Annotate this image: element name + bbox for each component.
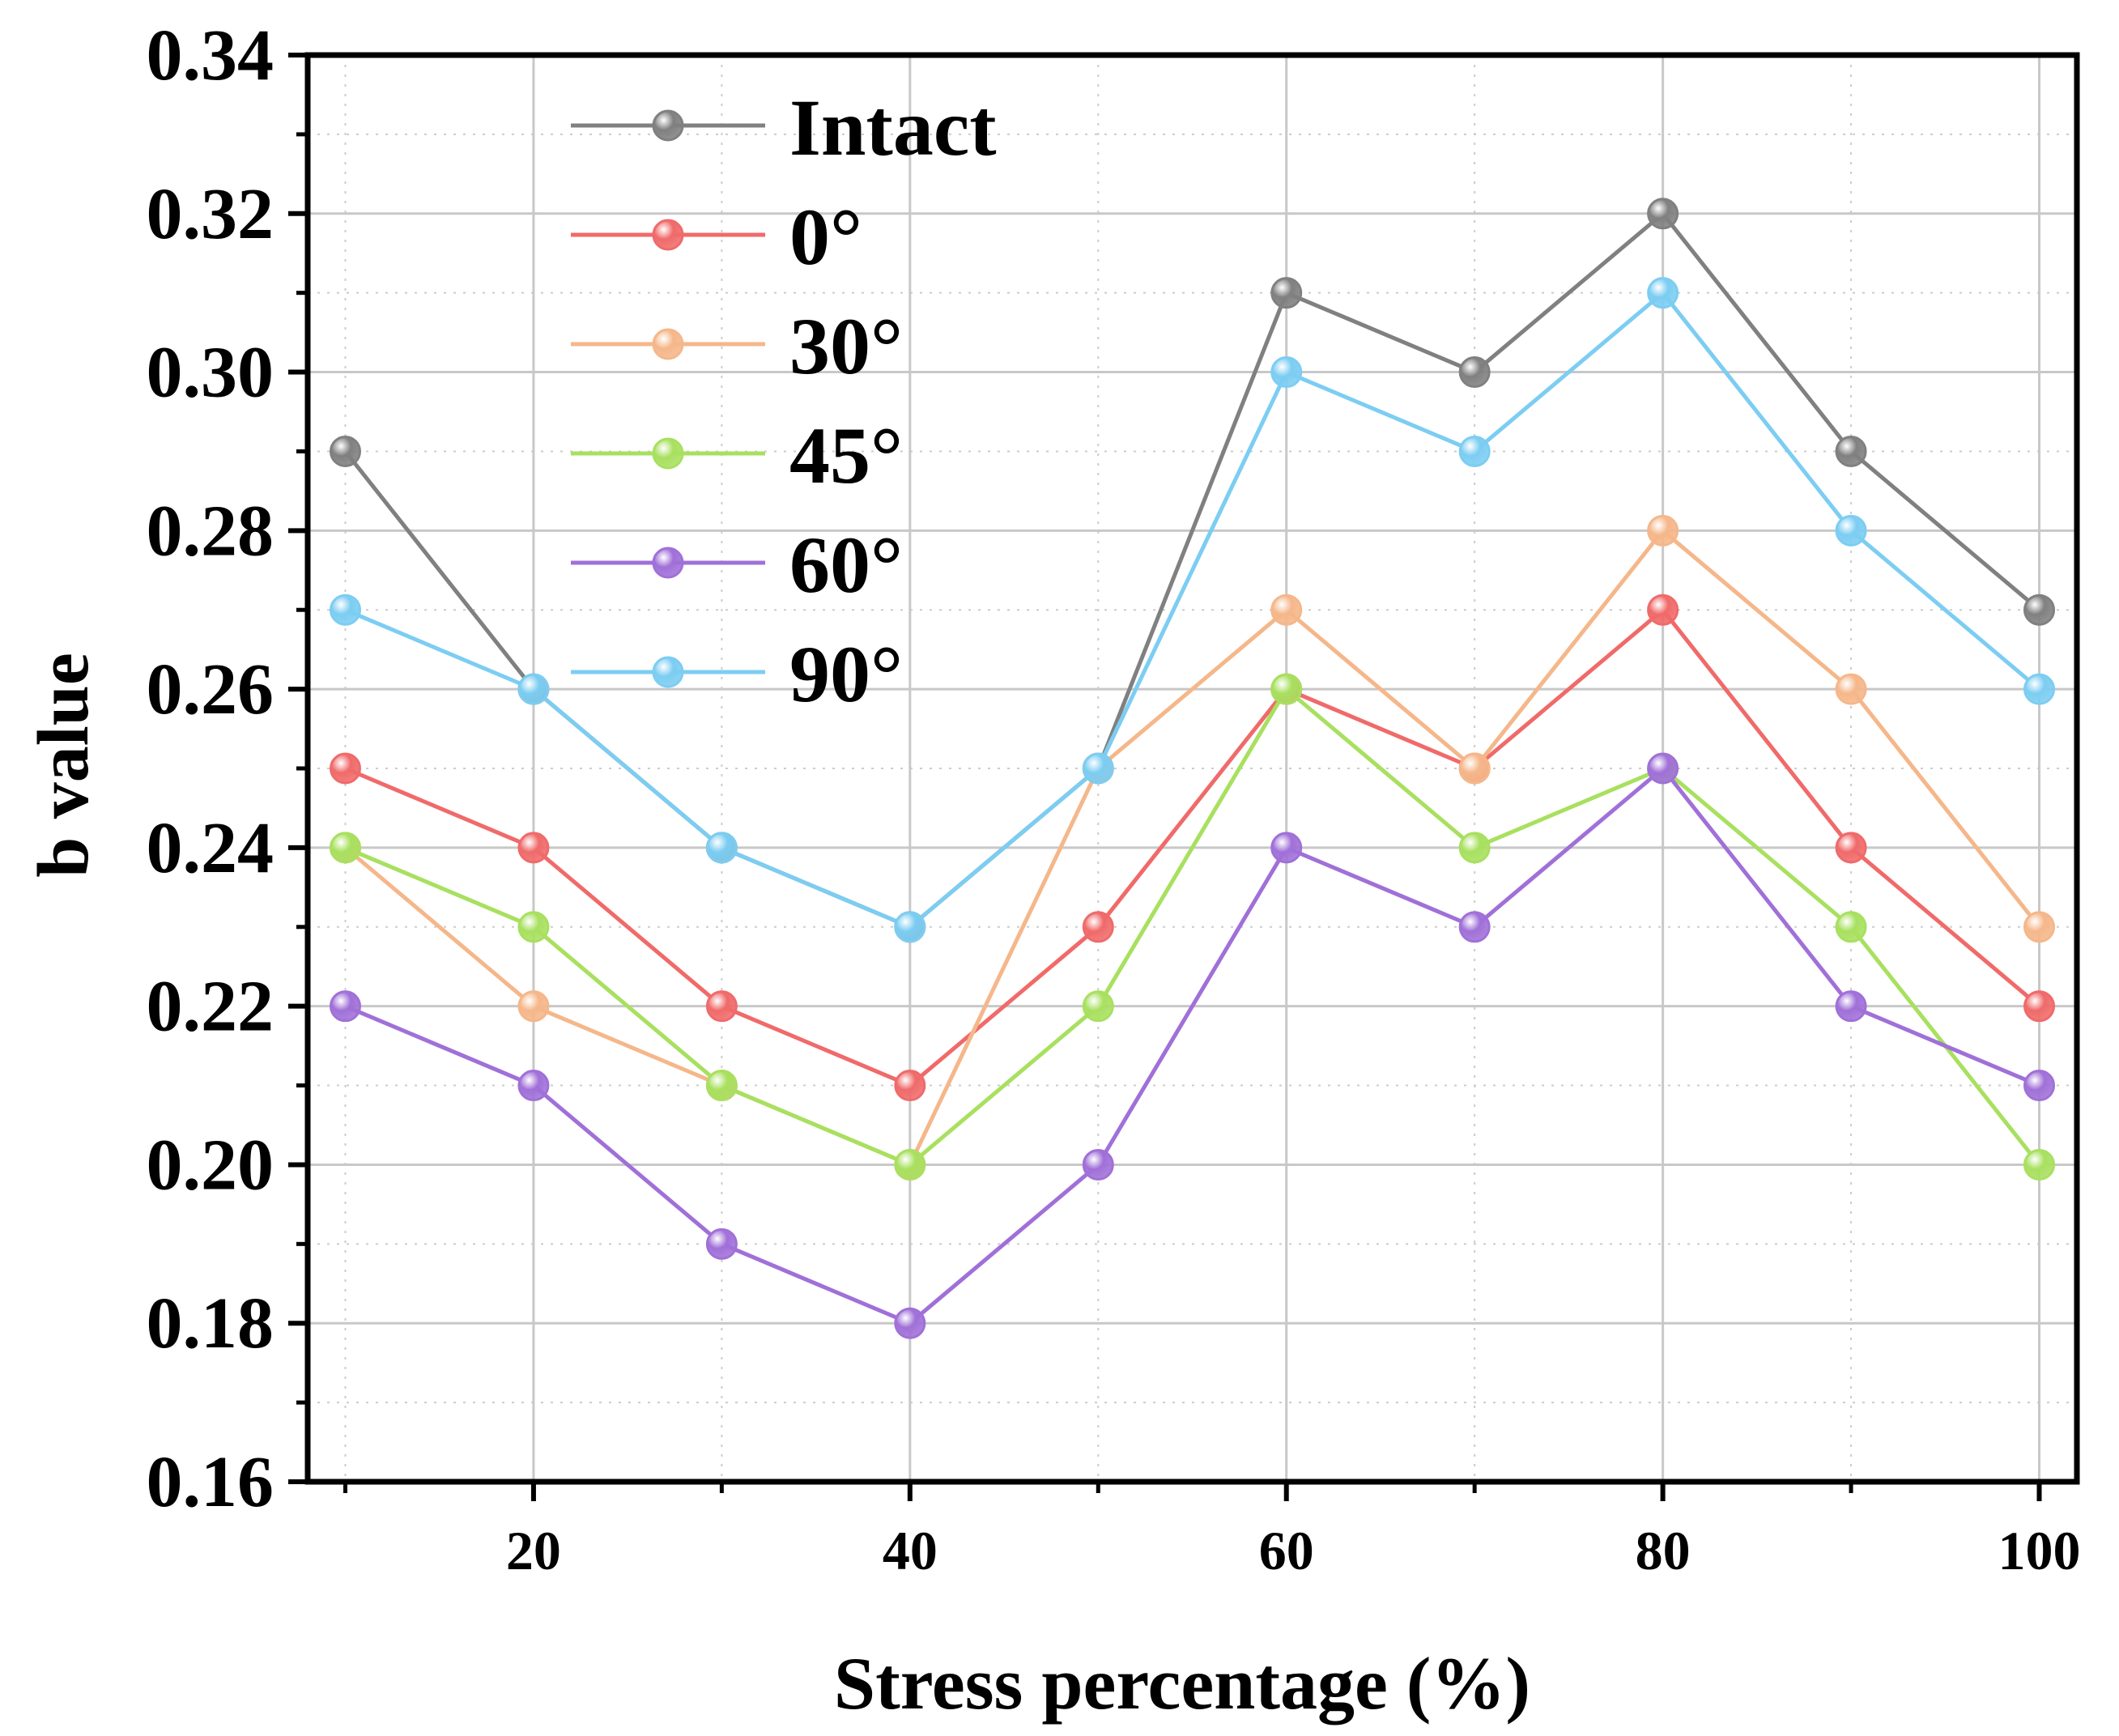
legend-item-1-label: Intact: [789, 83, 997, 172]
series-6-point: [329, 594, 361, 626]
x-tick-label: 40: [883, 1520, 938, 1581]
series-5-point: [517, 1070, 550, 1102]
y-tick-label: 0.34: [147, 15, 274, 96]
series-6-point: [1835, 514, 1867, 547]
x-axis-title: Stress percentage (%): [834, 1642, 1530, 1725]
series-4-point: [1458, 832, 1491, 864]
legend-item-6-label: 90°: [789, 629, 903, 719]
series-3-point: [2023, 911, 2056, 943]
series-2-point: [1647, 594, 1679, 626]
series-1-point: [2023, 594, 2056, 626]
series-6-point: [1647, 277, 1679, 309]
series-5-point: [1270, 832, 1303, 864]
series-3-point: [1647, 514, 1679, 547]
series-4-point: [1270, 673, 1303, 705]
series-1-point: [1647, 198, 1679, 230]
x-tick-label: 60: [1259, 1520, 1314, 1581]
series-4-point: [329, 832, 361, 864]
axes: 0.16 0.18 0.20 0.22 0.24 0.26 0.28 0.30 0.32 0.34…: [147, 15, 2081, 1581]
series-2-point: [329, 752, 361, 785]
y-tick-label: 0.32: [147, 174, 274, 254]
series-4-point: [705, 1070, 738, 1102]
y-tick-label: 0.20: [147, 1125, 274, 1205]
series-2-line: [344, 607, 2041, 1088]
series-2-point: [517, 832, 550, 864]
legend-item-2-marker: [652, 219, 684, 251]
series-3-line: [343, 528, 2041, 1167]
series-6-point: [894, 911, 926, 943]
legend-item-5-label: 60°: [789, 520, 903, 610]
series-4-point: [517, 911, 550, 943]
series-1-point: [1270, 277, 1303, 309]
series-3-point: [517, 990, 550, 1023]
grid: [308, 55, 2077, 1482]
series-6-line: [344, 291, 2041, 930]
series-1-point: [1458, 356, 1491, 389]
series-6-point: [1270, 356, 1303, 389]
y-tick-label: 0.28: [147, 491, 274, 571]
x-tick-label: 100: [1998, 1520, 2081, 1581]
series-5-point: [2023, 1070, 2056, 1102]
legend-item-2-label: 0°: [789, 192, 862, 282]
series-1-point: [329, 435, 361, 467]
series-6-point: [1458, 435, 1491, 467]
y-tick-label: 0.26: [147, 649, 274, 730]
series-5-point: [1082, 1148, 1114, 1181]
series-layer: [329, 198, 2056, 1339]
y-axis-title: b value: [23, 653, 104, 878]
series-6-point: [705, 832, 738, 864]
y-tick-label: 0.18: [147, 1283, 274, 1364]
series-6-point: [517, 673, 550, 705]
series-4-line: [344, 687, 2041, 1167]
legend-item-4-label: 45°: [789, 411, 903, 500]
series-3-point: [1458, 752, 1491, 785]
series-2-point: [705, 990, 738, 1023]
legend-item-1-marker: [652, 109, 684, 142]
x-tick-label: 20: [506, 1520, 561, 1581]
legend-item-4-marker: [652, 437, 684, 470]
legend: Intact 0° 30° 45° 60° 90°: [571, 83, 997, 719]
series-4-point: [2023, 1148, 2056, 1181]
y-tick-label: 0.16: [147, 1442, 274, 1522]
series-1-point: [1835, 435, 1867, 467]
series-2-point: [1082, 911, 1114, 943]
y-tick-label: 0.22: [147, 967, 274, 1047]
series-5-point: [1647, 752, 1679, 785]
series-5-point: [1835, 990, 1867, 1023]
x-tick-label: 80: [1636, 1520, 1691, 1581]
series-6-point: [2023, 673, 2056, 705]
series-5-point: [705, 1228, 738, 1260]
series-2-point: [1835, 832, 1867, 864]
series-3-point: [1835, 673, 1867, 705]
series-5-point: [894, 1307, 926, 1339]
y-tick-label: 0.24: [147, 808, 274, 888]
legend-item-3-label: 30°: [789, 301, 903, 391]
series-5-line: [344, 766, 2040, 1325]
series-3-point: [1270, 594, 1303, 626]
y-tick-label: 0.30: [147, 333, 274, 413]
series-2-point: [894, 1070, 926, 1102]
series-4-point: [894, 1148, 926, 1181]
legend-item-3-marker: [652, 328, 684, 360]
series-4-point: [1082, 990, 1114, 1023]
series-4-point: [1835, 911, 1867, 943]
series-2-point: [2023, 990, 2056, 1023]
series-6-point: [1082, 752, 1114, 785]
legend-item-5-marker: [652, 547, 684, 579]
series-5-point: [329, 990, 361, 1023]
legend-item-6-marker: [652, 656, 684, 688]
series-5-point: [1458, 911, 1491, 943]
